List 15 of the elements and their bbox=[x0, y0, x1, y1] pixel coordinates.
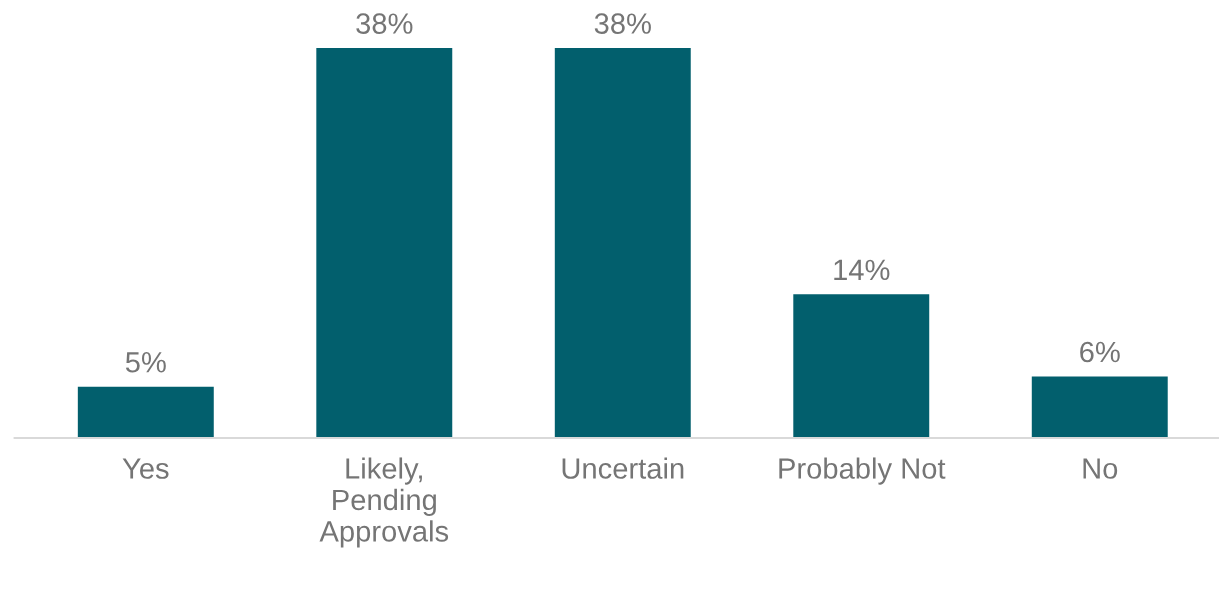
data-label: 38% bbox=[594, 13, 651, 34]
bar bbox=[793, 294, 930, 438]
bar bbox=[316, 48, 453, 438]
data-label: 5% bbox=[125, 352, 166, 373]
x-tick-label: Uncertain bbox=[562, 457, 684, 479]
x-tick-label: Probably Not bbox=[779, 457, 946, 485]
bar bbox=[1031, 376, 1168, 438]
bar bbox=[554, 48, 691, 438]
x-tick-label: Likely, Pending Approvals bbox=[319, 457, 449, 548]
data-label: 14% bbox=[834, 259, 890, 281]
x-tick-label: No bbox=[1083, 458, 1118, 479]
data-label: 38% bbox=[356, 13, 413, 34]
data-label: 6% bbox=[1080, 341, 1120, 363]
bar bbox=[77, 386, 214, 438]
x-tick-label: Yes bbox=[122, 458, 169, 479]
